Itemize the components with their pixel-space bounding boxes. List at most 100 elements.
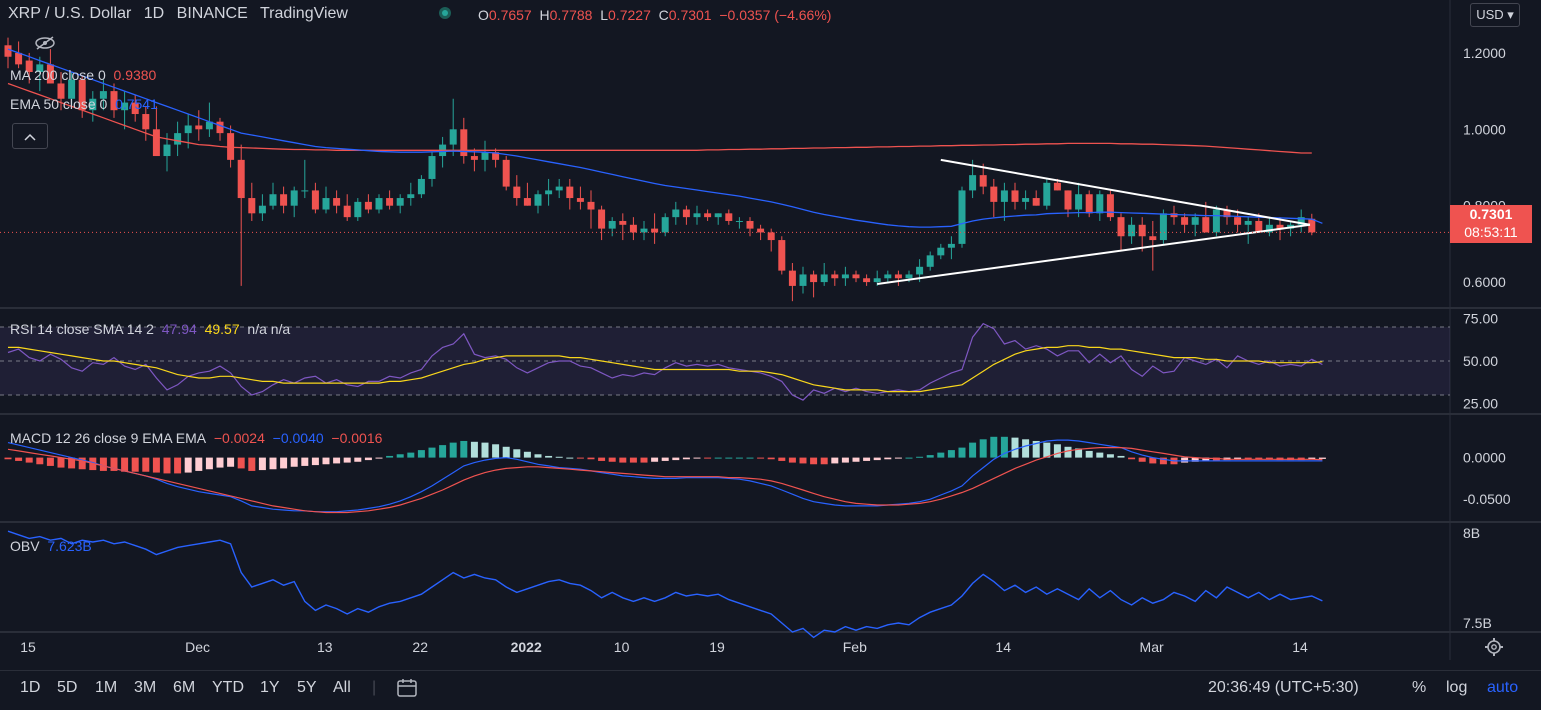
obv-legend[interactable]: OBV 7.623B bbox=[10, 538, 92, 554]
candle bbox=[523, 198, 531, 206]
rsi-legend[interactable]: RSI 14 close SMA 14 2 47.94 49.57 n/a n/… bbox=[10, 321, 291, 337]
symbol-name[interactable]: XRP / U.S. Dollar bbox=[8, 5, 132, 22]
candle bbox=[576, 198, 584, 202]
x-tick-label: 19 bbox=[709, 639, 725, 655]
date-range-icon[interactable] bbox=[396, 678, 418, 703]
candle bbox=[958, 190, 966, 244]
macd-histogram-bar bbox=[1106, 454, 1114, 458]
macd-histogram-bar bbox=[174, 457, 182, 474]
macd-histogram-bar bbox=[513, 449, 521, 458]
market-status-icon[interactable] bbox=[437, 5, 453, 25]
candle bbox=[386, 198, 394, 206]
macd-histogram-bar bbox=[36, 457, 44, 465]
ma200-legend[interactable]: MA 200 close 0 0.9380 bbox=[10, 67, 157, 83]
range-1m[interactable]: 1M bbox=[95, 679, 118, 696]
macd-histogram-bar bbox=[916, 456, 924, 458]
range-all[interactable]: All bbox=[333, 679, 351, 696]
candle bbox=[1181, 217, 1189, 225]
macd-histogram-bar bbox=[894, 457, 902, 459]
ema50-legend[interactable]: EMA 50 close 0 0.7541 bbox=[10, 96, 158, 112]
candle bbox=[990, 186, 998, 202]
collapse-legend-button[interactable] bbox=[12, 123, 48, 149]
auto-toggle[interactable]: auto bbox=[1487, 679, 1519, 696]
candle bbox=[598, 209, 606, 229]
candle bbox=[46, 64, 54, 84]
macd-histogram-bar bbox=[248, 457, 256, 471]
range-1d[interactable]: 1D bbox=[20, 679, 41, 696]
bottom-toolbar: 1D 5D 1M 3M 6M YTD 1Y 5Y All | 20:36:49 … bbox=[0, 670, 1541, 710]
range-1y[interactable]: 1Y bbox=[260, 679, 280, 696]
candle bbox=[916, 266, 924, 275]
range-ytd[interactable]: YTD bbox=[212, 679, 244, 696]
candle bbox=[894, 274, 902, 279]
candle bbox=[1032, 198, 1040, 206]
macd-histogram-bar bbox=[68, 457, 76, 469]
candle bbox=[1096, 194, 1104, 214]
macd-histogram-bar bbox=[46, 457, 54, 466]
candle bbox=[820, 274, 828, 283]
candle bbox=[163, 144, 171, 157]
x-tick-label: Dec bbox=[185, 639, 210, 655]
ema50-line bbox=[7, 48, 1323, 228]
gear-icon[interactable] bbox=[1484, 637, 1504, 661]
macd-histogram-bar bbox=[947, 450, 955, 458]
candle bbox=[1202, 217, 1210, 233]
macd-histogram-bar bbox=[1043, 442, 1051, 458]
candle bbox=[1149, 236, 1157, 241]
macd-legend[interactable]: MACD 12 26 close 9 EMA EMA −0.0024 −0.00… bbox=[10, 430, 383, 446]
candle bbox=[343, 205, 351, 218]
log-toggle[interactable]: log bbox=[1446, 679, 1468, 696]
candle bbox=[364, 201, 372, 210]
macd-histogram-bar bbox=[778, 457, 786, 461]
platform-label: TradingView bbox=[259, 5, 348, 22]
candle bbox=[174, 133, 182, 145]
candle bbox=[947, 243, 955, 248]
chevron-up-icon bbox=[24, 133, 36, 141]
macd-histogram-bar bbox=[937, 452, 945, 458]
range-3m[interactable]: 3M bbox=[134, 679, 157, 696]
eye-off-icon[interactable] bbox=[34, 36, 56, 54]
candle bbox=[1043, 182, 1051, 206]
candle bbox=[1022, 198, 1030, 202]
change-value: −0.0357 (−4.66%) bbox=[719, 7, 832, 23]
macd-histogram-bar bbox=[1138, 457, 1146, 462]
macd-histogram-bar bbox=[269, 457, 277, 470]
candle bbox=[979, 175, 987, 187]
macd-histogram-bar bbox=[566, 457, 574, 459]
macd-tick-label: -0.0500 bbox=[1463, 491, 1511, 507]
candle bbox=[1117, 217, 1125, 237]
macd-histogram-bar bbox=[1128, 457, 1136, 460]
interval-label[interactable]: 1D bbox=[143, 5, 165, 22]
candle bbox=[841, 274, 849, 279]
macd-histogram-bar bbox=[1022, 439, 1030, 458]
macd-histogram-bar bbox=[25, 457, 33, 463]
candle bbox=[1297, 217, 1305, 225]
macd-histogram-bar bbox=[1318, 457, 1326, 459]
macd-histogram-bar bbox=[407, 452, 415, 458]
macd-histogram-bar bbox=[979, 439, 987, 458]
percent-toggle[interactable]: % bbox=[1412, 679, 1427, 696]
macd-histogram-bar bbox=[587, 457, 595, 460]
range-6m[interactable]: 6M bbox=[173, 679, 196, 696]
currency-select[interactable]: USD ▾ bbox=[1470, 3, 1520, 27]
macd-histogram-bar bbox=[195, 457, 203, 471]
candle bbox=[937, 247, 945, 256]
candle bbox=[566, 186, 574, 199]
macd-histogram-bar bbox=[470, 441, 478, 458]
candle bbox=[237, 159, 245, 199]
macd-histogram-bar bbox=[184, 457, 192, 473]
macd-histogram-bar bbox=[163, 457, 171, 474]
macd-histogram-bar bbox=[439, 445, 447, 458]
macd-histogram-bar bbox=[629, 457, 637, 463]
candle bbox=[311, 190, 319, 210]
range-5d[interactable]: 5D bbox=[57, 679, 78, 696]
macd-histogram-bar bbox=[746, 457, 754, 459]
candle bbox=[110, 91, 118, 111]
y-tick-label: 0.6000 bbox=[1463, 274, 1506, 290]
range-5y[interactable]: 5Y bbox=[297, 679, 317, 696]
macd-histogram-bar bbox=[502, 446, 510, 458]
clock-display[interactable]: 20:36:49 (UTC+5:30) bbox=[1208, 679, 1359, 696]
candle bbox=[1191, 217, 1199, 225]
x-tick-label: 10 bbox=[614, 639, 630, 655]
